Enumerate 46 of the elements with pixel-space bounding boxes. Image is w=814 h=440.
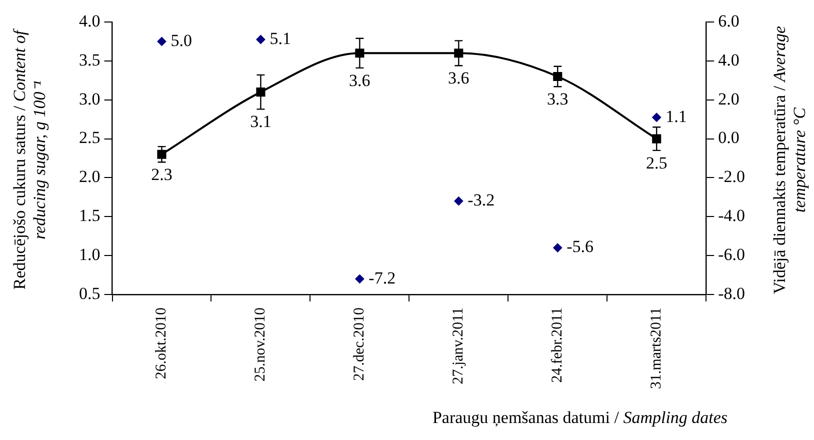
point xyxy=(355,274,364,284)
x-tick-label: 24.febr.2011 xyxy=(550,307,566,383)
data-label: -7.2 xyxy=(368,268,396,288)
point xyxy=(157,150,166,159)
data-label: 3.1 xyxy=(250,112,272,132)
data-label: 2.5 xyxy=(646,153,668,172)
data-label: -3.2 xyxy=(468,190,495,210)
data-label: 3.6 xyxy=(349,70,370,90)
y-tick-label: 1.0 xyxy=(79,245,100,264)
y-axis-title: Reducējošo cukuru saturs / Content of reducing sugar, g 100⁻¹ xyxy=(10,28,50,292)
y2-tick-label: -8.0 xyxy=(718,284,746,303)
y2-tick-label: -2.0 xyxy=(718,167,746,186)
y2-tick-label: 4.0 xyxy=(718,50,740,70)
text: Vidējā diennakts temperatūra / Average temperature °C xyxy=(770,26,809,294)
x-tick-label: 31.marts2011 xyxy=(648,307,665,390)
point xyxy=(553,72,562,82)
y2-tick-label: -4.0 xyxy=(718,206,746,226)
point xyxy=(256,35,266,44)
y2-tick-label: 2.0 xyxy=(718,89,740,108)
data-label: 1.1 xyxy=(666,106,687,126)
point xyxy=(652,134,662,144)
y-tick-label: 2.0 xyxy=(79,167,100,186)
x-tick-label: 25.nov.2010 xyxy=(252,307,269,382)
y-tick-label: 1.5 xyxy=(79,206,100,226)
data-label: -5.6 xyxy=(566,237,594,256)
y2-tick-label: 6.0 xyxy=(718,11,740,30)
data-label: 5.0 xyxy=(170,30,192,50)
x-tick-label: 27.dec.2010 xyxy=(352,307,368,381)
y-tick-label: 3.0 xyxy=(79,89,100,108)
point xyxy=(157,36,166,46)
x-axis-title: Paraugu ņemšanas datumi / Sampling dates xyxy=(431,408,729,428)
y-tick-label: 4.0 xyxy=(79,11,100,30)
data-label: 3.3 xyxy=(547,90,568,109)
y-tick-label: 3.5 xyxy=(79,50,100,70)
y2-tick-label: 0.0 xyxy=(718,128,740,148)
x-tick-label: 26.okt.2010 xyxy=(154,307,170,380)
data-label: 3.6 xyxy=(448,68,470,88)
y-tick-label: 0.5 xyxy=(79,284,100,303)
point xyxy=(652,112,662,122)
point xyxy=(454,196,464,206)
point xyxy=(553,243,562,252)
data-label: 5.1 xyxy=(270,28,291,48)
y2-tick-label: -6.0 xyxy=(718,245,746,264)
data-label: 2.3 xyxy=(151,165,172,184)
x-tick-label: 27.janv.2011 xyxy=(450,307,467,384)
y-tick-label: 2.5 xyxy=(79,128,100,148)
